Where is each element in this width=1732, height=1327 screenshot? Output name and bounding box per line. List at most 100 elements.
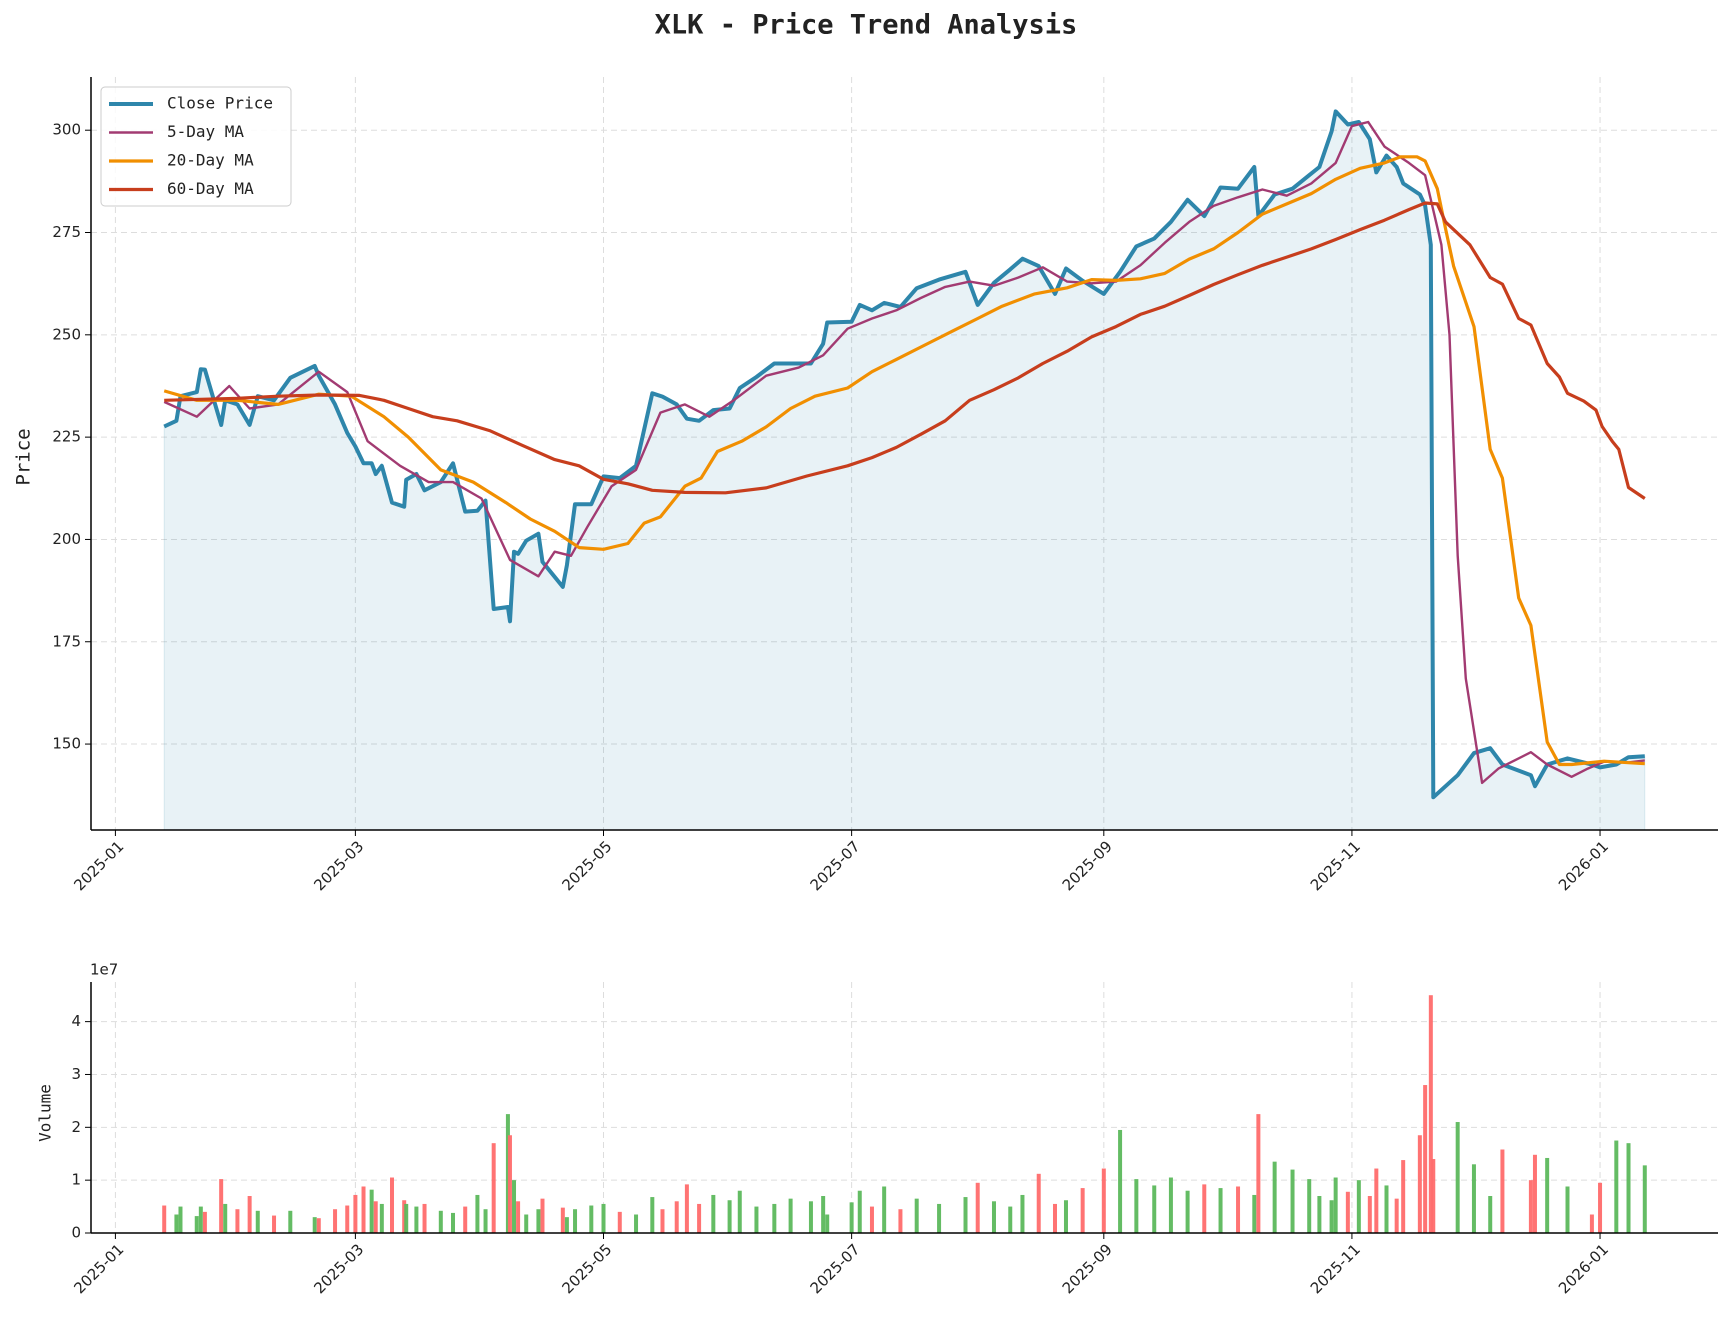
bar: [1431, 1159, 1436, 1233]
bar: [162, 1205, 167, 1233]
bar: [849, 1202, 854, 1233]
bar: [178, 1206, 183, 1233]
bar: [564, 1217, 569, 1233]
line: [163, 120, 1645, 785]
bar: [1384, 1185, 1389, 1233]
legend-label: 60-Day MA: [167, 179, 254, 198]
legend-label: 20-Day MA: [167, 151, 254, 170]
y-tick-label: 2: [71, 1118, 81, 1136]
bar: [634, 1214, 639, 1233]
y-tick-label: 0: [71, 1224, 81, 1242]
bar: [402, 1200, 407, 1233]
bar: [1545, 1157, 1550, 1233]
bar: [475, 1194, 480, 1233]
bar: [808, 1201, 813, 1233]
bar: [1052, 1203, 1057, 1233]
bar: [1598, 1182, 1603, 1233]
bar: [540, 1198, 545, 1233]
bar: [1168, 1177, 1173, 1233]
legend-label: 5-Day MA: [167, 122, 244, 141]
y-tick-label: 250: [52, 325, 81, 343]
y-tick-label: 300: [52, 121, 81, 139]
bar: [772, 1203, 777, 1233]
bar: [1020, 1194, 1025, 1233]
bar: [1063, 1200, 1068, 1233]
bar: [389, 1177, 394, 1233]
y-axis-label: Price: [13, 428, 35, 485]
bar: [560, 1207, 565, 1233]
bar: [1626, 1143, 1631, 1233]
bar: [1394, 1198, 1399, 1233]
y-tick-label: 1: [71, 1171, 81, 1189]
bar: [1256, 1114, 1261, 1233]
bar: [937, 1203, 942, 1233]
bar: [788, 1198, 793, 1233]
y-tick-label: 3: [71, 1065, 81, 1083]
bar: [174, 1214, 179, 1233]
bar: [422, 1203, 427, 1233]
legend-label: Close Price: [167, 94, 273, 113]
bar: [1333, 1177, 1338, 1233]
bar: [601, 1203, 606, 1233]
bar: [333, 1209, 338, 1233]
bar: [1036, 1173, 1041, 1233]
bar: [223, 1203, 228, 1233]
bar: [1236, 1186, 1241, 1233]
bar: [1272, 1161, 1277, 1233]
y-tick-label: 200: [52, 530, 81, 548]
bar: [194, 1216, 199, 1233]
bar: [1367, 1196, 1372, 1233]
bar: [975, 1182, 980, 1233]
bar: [512, 1180, 517, 1233]
bar: [1455, 1122, 1460, 1233]
bar: [288, 1210, 293, 1233]
bar: [505, 1114, 510, 1233]
bar: [379, 1203, 384, 1233]
bar: [536, 1209, 541, 1233]
y-tick-label: 225: [52, 428, 81, 446]
bar: [1307, 1179, 1312, 1233]
bar: [1218, 1188, 1223, 1233]
bar: [353, 1194, 358, 1233]
bar: [1008, 1206, 1013, 1233]
bar: [1528, 1180, 1533, 1233]
bar: [369, 1189, 374, 1233]
bar: [1080, 1188, 1085, 1233]
y-tick-label: 175: [52, 632, 81, 650]
bar: [825, 1214, 830, 1233]
legend-box: [100, 86, 292, 207]
bar: [516, 1201, 521, 1233]
bar: [373, 1201, 378, 1233]
bar: [1329, 1200, 1334, 1233]
bar: [1374, 1168, 1379, 1233]
bar: [255, 1210, 260, 1233]
bar: [727, 1200, 732, 1233]
bar: [1401, 1160, 1406, 1233]
bar: [1317, 1196, 1322, 1233]
bar: [1423, 1085, 1428, 1233]
bar: [1252, 1194, 1257, 1233]
bar: [1642, 1165, 1647, 1233]
y-tick-label: 4: [71, 1012, 81, 1030]
bar: [524, 1214, 529, 1233]
bar: [491, 1143, 496, 1233]
bar: [1134, 1179, 1139, 1233]
bar: [711, 1194, 716, 1233]
bar: [361, 1186, 366, 1233]
line: [164, 201, 1646, 500]
bar: [1417, 1135, 1422, 1233]
bar: [898, 1209, 903, 1233]
bar: [1565, 1186, 1570, 1233]
bar: [684, 1184, 689, 1233]
y-axis-label: Volume: [36, 1084, 55, 1142]
bar: [414, 1206, 419, 1233]
bar: [1202, 1184, 1207, 1233]
bar: [617, 1211, 622, 1233]
y-tick-label: 275: [52, 223, 81, 241]
bar: [573, 1209, 578, 1233]
bar: [1118, 1129, 1123, 1233]
bar: [674, 1201, 679, 1233]
bar: [1101, 1168, 1106, 1233]
bar: [697, 1203, 702, 1233]
